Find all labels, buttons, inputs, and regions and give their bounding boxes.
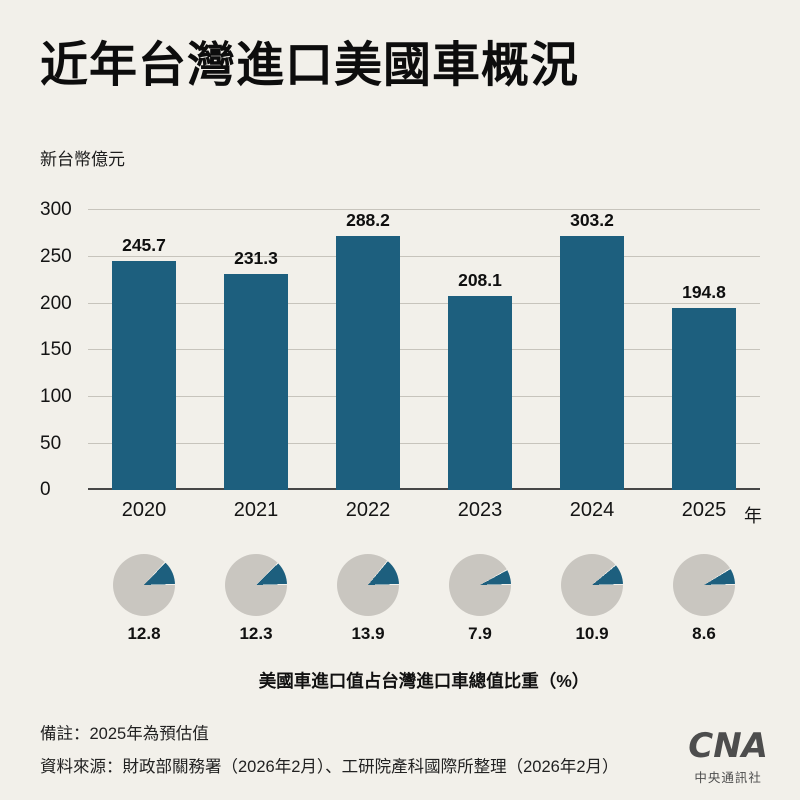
bar-column-2024: 303.2 xyxy=(536,210,648,491)
pie-item-2023: 7.9 xyxy=(424,554,536,644)
bar-2021 xyxy=(224,274,288,491)
pie-row-caption: 美國車進口值占台灣進口車總值比重（%） xyxy=(258,671,590,692)
gridline-0 xyxy=(88,488,760,491)
pie-item-2020: 12.8 xyxy=(88,554,200,644)
gridline-300 xyxy=(88,209,760,211)
pie-item-2022: 13.9 xyxy=(312,554,424,644)
y-tick-150: 150 xyxy=(40,339,72,361)
bar-2024 xyxy=(560,236,624,491)
pie-charts-row: 12.8 12.3 13.9 7.9 10.9 8.6 xyxy=(88,554,760,644)
bar-value-2021: 231.3 xyxy=(234,248,278,269)
x-axis-labels: 年 2020 2021 2022 2023 2024 2025 xyxy=(88,499,762,526)
cna-logo: CNA 中央通訊社 xyxy=(688,729,768,786)
pie-chart-2024 xyxy=(561,554,623,617)
bar-column-2023: 208.1 xyxy=(424,210,536,491)
y-tick-300: 300 xyxy=(40,199,72,221)
bar-value-2022: 288.2 xyxy=(346,210,390,231)
x-tick-2020: 2020 xyxy=(121,499,167,522)
bar-column-2021: 231.3 xyxy=(200,210,312,491)
footer-note: 備註：2025年為預估值 xyxy=(40,725,209,743)
bar-column-2022: 288.2 xyxy=(312,210,424,491)
pie-value-2025: 8.6 xyxy=(692,624,716,644)
bar-2022 xyxy=(336,236,400,491)
bar-chart: 245.7 231.3 288.2 208.1 303.2 194.8 0 50 100 150… xyxy=(40,199,762,526)
y-tick-0: 0 xyxy=(40,479,51,501)
plot-area: 245.7 231.3 288.2 208.1 303.2 194.8 0 50 100 150… xyxy=(40,199,760,500)
cna-logo-mark: CNA xyxy=(688,726,768,766)
bar-column-2025: 194.8 xyxy=(648,210,760,491)
pie-chart-2025 xyxy=(673,554,735,617)
bar-value-2024: 303.2 xyxy=(570,210,614,231)
pie-value-2022: 13.9 xyxy=(351,624,385,644)
pie-chart-2022 xyxy=(337,554,399,617)
pie-value-2023: 7.9 xyxy=(468,624,492,644)
x-tick-2024: 2024 xyxy=(569,499,615,522)
pie-value-2024: 10.9 xyxy=(575,624,609,644)
bar-2020 xyxy=(112,260,176,491)
bar-2023 xyxy=(448,295,512,491)
footer-source: 資料來源：財政部關務署（2026年2月）、工研院產科國際所整理（2026年2月） xyxy=(40,758,619,776)
pie-item-2025: 8.6 xyxy=(648,554,760,644)
gridline-50 xyxy=(88,442,760,444)
x-tick-2023: 2023 xyxy=(457,499,503,522)
bar-value-2025: 194.8 xyxy=(682,282,726,303)
pie-value-2021: 12.3 xyxy=(239,624,273,644)
pie-value-2020: 12.8 xyxy=(127,624,161,644)
bar-2025 xyxy=(672,308,736,491)
footer: 備註：2025年為預估值 資料來源：財政部關務署（2026年2月）、工研院產科國… xyxy=(40,718,619,784)
x-tick-2025: 2025 xyxy=(681,499,727,522)
pie-item-2021: 12.3 xyxy=(200,554,312,644)
pie-chart-2023 xyxy=(449,554,511,617)
gridline-250 xyxy=(88,255,760,257)
bar-column-2020: 245.7 xyxy=(88,210,200,491)
y-tick-200: 200 xyxy=(40,292,72,314)
pie-item-2024: 10.9 xyxy=(536,554,648,644)
pie-chart-2021 xyxy=(225,554,287,617)
x-tick-2021: 2021 xyxy=(233,499,279,522)
gridline-150 xyxy=(88,349,760,351)
y-tick-100: 100 xyxy=(40,385,72,407)
y-tick-250: 250 xyxy=(40,245,72,267)
gridline-100 xyxy=(88,395,760,397)
bar-value-2020: 245.7 xyxy=(122,234,166,255)
x-axis-suffix-label: 年 xyxy=(744,506,762,527)
bar-value-2023: 208.1 xyxy=(458,269,502,290)
x-tick-2022: 2022 xyxy=(345,499,391,522)
pie-chart-2020 xyxy=(113,554,175,617)
page-title: 近年台灣進口美國車概況 xyxy=(40,39,580,92)
cna-logo-name: 中央通訊社 xyxy=(694,771,762,785)
gridline-200 xyxy=(88,302,760,304)
y-axis-unit-label: 新台幣億元 xyxy=(40,150,125,170)
y-tick-50: 50 xyxy=(40,432,62,454)
bars-row: 245.7 231.3 288.2 208.1 303.2 194.8 xyxy=(88,210,760,491)
